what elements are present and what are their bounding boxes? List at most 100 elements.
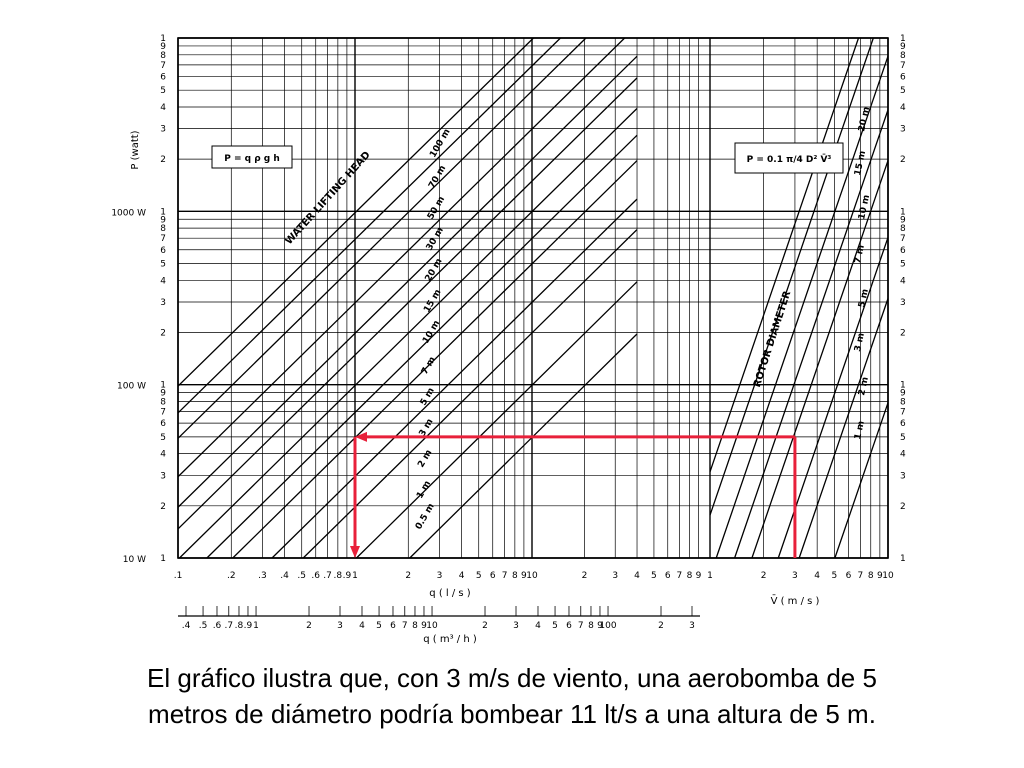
x-q-tick-label: 2 (405, 571, 411, 581)
x-m3h-tick-label: 2 (482, 621, 488, 631)
chart-caption: El gráfico ilustra que, con 3 m/s de vie… (0, 660, 1024, 732)
head-line-1m (356, 281, 638, 559)
head-line-2m (302, 229, 638, 559)
x-q-tick-label: .7 (323, 571, 332, 581)
formula-left: P = q ρ g h (224, 154, 280, 164)
y-minor-label: 2 (160, 502, 166, 512)
x-q-tick-label: 9 (521, 571, 527, 581)
x-q-tick-label: .9 (343, 571, 352, 581)
x-q-tick-label: 3 (437, 571, 443, 581)
y-minor-label: 7 (160, 408, 166, 418)
y-right-minor-label: 6 (900, 246, 906, 256)
y-right-minor-label: 6 (900, 419, 906, 429)
formula-right-box (734, 142, 844, 174)
head-line-label: 70 m (427, 164, 448, 191)
x-mid-tick-label: 4 (634, 571, 640, 581)
y-minor-label: 1 (160, 554, 166, 564)
y-major-label: 1000 W (111, 208, 146, 218)
x-mid-tick-label: 2 (582, 571, 588, 581)
rotor-line-label: 10 m (857, 194, 872, 221)
y-right-minor-label: 9 (900, 215, 906, 225)
x-m3h-tick-label: 6 (390, 621, 396, 631)
y-minor-label: 5 (160, 86, 166, 96)
caption-line-1: El gráfico ilustra que, con 3 m/s de vie… (147, 663, 877, 693)
y-minor-label: 1 (160, 381, 166, 391)
head-line-15m (177, 77, 638, 530)
annotation-down-arrow (350, 546, 360, 558)
x-m3h-tick-label: 1 (253, 621, 259, 631)
rotor-line-label: 5 m (857, 288, 871, 308)
rotor-lines (709, 37, 889, 559)
x-mid-tick-label: 5 (651, 571, 657, 581)
x-m3h-tick-label: .4 (182, 621, 191, 631)
head-line-label: 50 m (426, 195, 447, 222)
head-line-label: 3 m (418, 417, 436, 438)
x-m3h-tick-label: .8 (235, 621, 244, 631)
y-right-minor-label: 5 (900, 86, 906, 96)
rotor-line-1m (834, 402, 889, 559)
x-q-tick-label: .8 (334, 571, 343, 581)
head-line-7m (206, 134, 638, 559)
x-q-tick-label: .5 (297, 571, 306, 581)
y-minor-label: 8 (160, 51, 166, 61)
y-right-minor-label: 8 (900, 51, 906, 61)
x-q-tick-label: 1 (352, 571, 358, 581)
y-minor-label: 1 (160, 34, 166, 44)
x-m3h-tick-label: 4 (535, 621, 541, 631)
formula-left-box (211, 145, 293, 169)
y-minor-label: 6 (160, 72, 166, 82)
rotor-line-label: 7 m (853, 244, 867, 264)
y-right-minor-label: 2 (900, 155, 906, 165)
x-v-tick-label: 10 (882, 571, 894, 581)
x-m3h-tick-label: 10 (426, 621, 438, 631)
y-axis-title: P (watt) (130, 130, 141, 169)
y-minor-label: 4 (160, 103, 166, 113)
x-mid-tick-label: 6 (665, 571, 671, 581)
y-minor-label: 4 (160, 450, 166, 460)
x-v-axis-title: V̄ ( m / s ) (771, 594, 820, 607)
head-line-20m (177, 55, 638, 508)
head-line-label: 2 m (416, 448, 434, 469)
head-line-5m (232, 160, 638, 559)
y-minor-label: 6 (160, 246, 166, 256)
y-right-minor-label: 5 (900, 433, 906, 443)
head-line-label: 0.5 m (414, 502, 437, 532)
x-q-tick-label: 7 (502, 571, 508, 581)
y-right-minor-label: 3 (900, 471, 906, 481)
y-minor-label: 2 (160, 155, 166, 165)
x-q-tick-label: 6 (490, 571, 496, 581)
y-right-minor-label: 1 (900, 554, 906, 564)
y-right-minor-label: 7 (900, 61, 906, 71)
rotor-line-20m (709, 37, 860, 473)
rotor-line-5m (751, 160, 889, 559)
x-q-tick-label: 5 (476, 571, 482, 581)
rotor-line-label: 1 m (853, 420, 867, 440)
x-m3h-tick-label: 7 (402, 621, 408, 631)
x-m3h-tick-label: .5 (199, 621, 208, 631)
y-right-minor-label: 2 (900, 502, 906, 512)
x-m3h-tick-label: 4 (359, 621, 365, 631)
head-line-05m (409, 333, 638, 559)
x-v-tick-label: 8 (868, 571, 874, 581)
head-line-70m (177, 37, 561, 414)
y-minor-label: 9 (160, 389, 166, 399)
x-q-tick-label: 10 (526, 571, 538, 581)
x-m3h-tick-label: 9 (597, 621, 603, 631)
y-minor-label: 3 (160, 471, 166, 481)
x-m3h-tick-label: 5 (552, 621, 558, 631)
x-q-tick-label: .1 (174, 571, 183, 581)
y-minor-label: 2 (160, 328, 166, 338)
x-m3h-tick-label: 2 (306, 621, 312, 631)
x-m3h-tick-label: .6 (213, 621, 222, 631)
y-right-minor-label: 9 (900, 42, 906, 52)
x-v-tick-label: 5 (832, 571, 838, 581)
y-right-minor-label: 9 (900, 389, 906, 399)
x-m3h-tick-label: 3 (513, 621, 519, 631)
y-minor-label: 7 (160, 61, 166, 71)
x-mid-tick-label: 3 (612, 571, 618, 581)
x-mid-tick-label: 9 (696, 571, 702, 581)
head-line-50m (177, 37, 587, 439)
x-mid-tick-label: 8 (687, 571, 693, 581)
y-right-minor-label: 4 (900, 276, 906, 286)
